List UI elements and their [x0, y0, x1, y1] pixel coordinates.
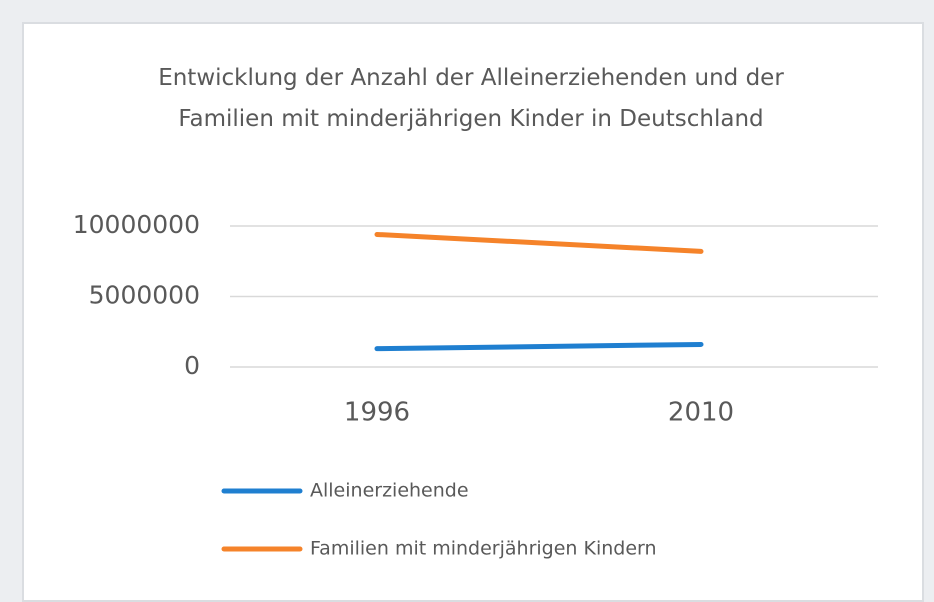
series-line	[374, 341, 704, 352]
y-tick-label: 0	[184, 351, 200, 380]
legend-label: Alleinerziehende	[310, 480, 469, 502]
y-tick-label: 5000000	[89, 281, 200, 310]
series-line	[374, 231, 704, 254]
legend-label: Familien mit minderjährigen Kindern	[310, 538, 657, 560]
y-tick-label: 10000000	[73, 210, 200, 239]
chart-title: Entwicklung der Anzahl der Alleinerziehe…	[158, 65, 784, 132]
x-tick-label: 2010	[668, 398, 734, 428]
x-tick-label: 1996	[344, 398, 410, 428]
chart-card	[22, 22, 924, 602]
